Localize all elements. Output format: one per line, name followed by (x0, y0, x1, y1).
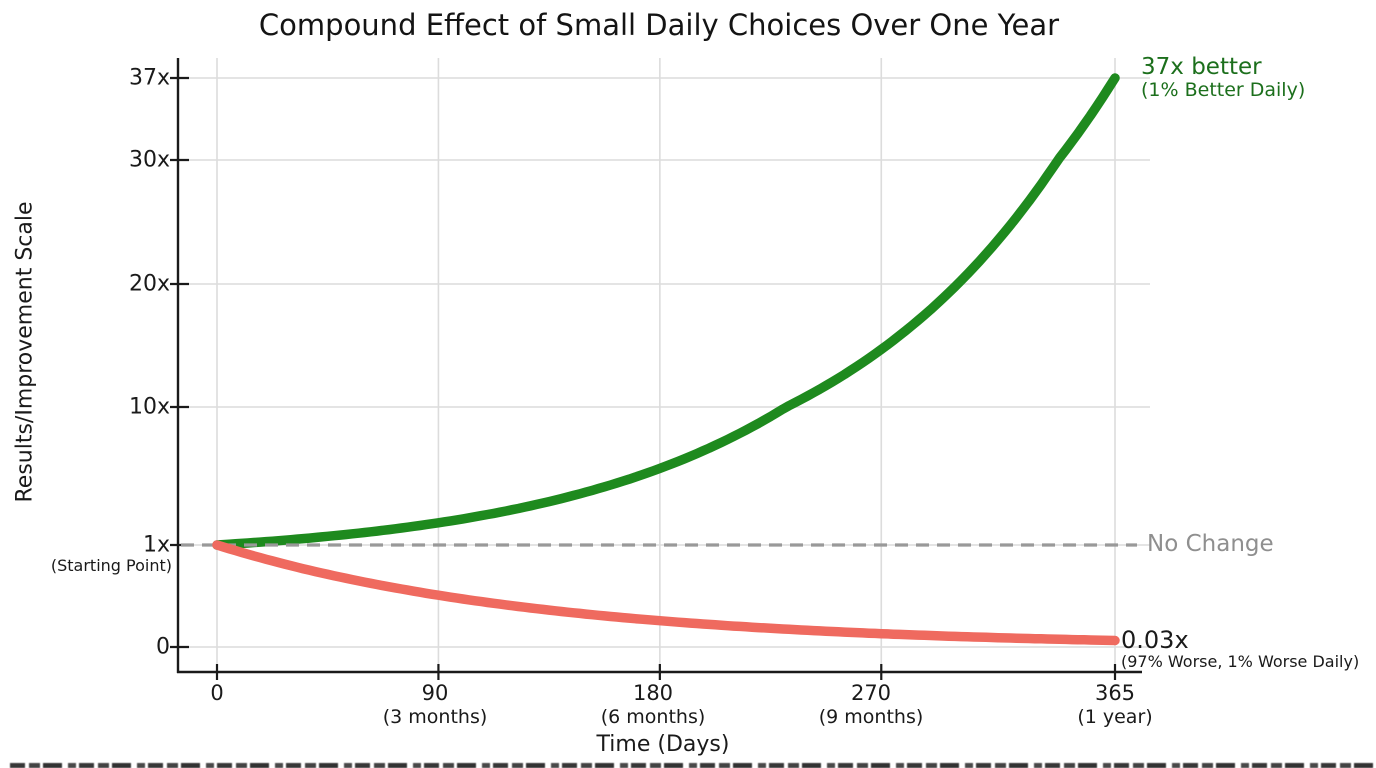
y-tick-label-1x: 1x (142, 532, 170, 558)
no-change-label: No Change (1147, 531, 1274, 557)
y-tick-label-30x: 30x (128, 147, 170, 173)
decline-curve (212, 540, 1120, 646)
x-tick-label-270: 270 (850, 681, 892, 705)
cropped-text-artifact (10, 763, 1376, 768)
worse-annotation: 0.03x (97% Worse, 1% Worse Daily) (1121, 627, 1359, 671)
growth-curve (212, 73, 1120, 550)
x-tick-sublabel-1-year: (1 year) (1077, 706, 1153, 728)
worse-annotation-detail: (97% Worse, 1% Worse Daily) (1121, 652, 1360, 672)
chart-title: Compound Effect of Small Daily Choices O… (258, 8, 1060, 42)
y-tick-label-37x: 37x (128, 65, 170, 91)
better-annotation-value: 37x better (1141, 54, 1262, 80)
x-tick-label-0: 0 (210, 681, 224, 705)
y-axis-label: Results/Improvement Scale (12, 201, 38, 503)
x-tick-sublabel-6-months: (6 months) (600, 706, 706, 728)
x-tick-sublabel-3-months: (3 months) (382, 706, 488, 728)
better-annotation: 37x better (1% Better Daily) (1141, 54, 1305, 102)
y-tick-label-10x: 10x (128, 394, 170, 420)
worse-annotation-value: 0.03x (1121, 626, 1189, 654)
x-tick-label-90: 90 (421, 681, 449, 705)
y-tick-sublabel-starting-point: (Starting Point) (50, 556, 172, 575)
y-tick-label-0: 0 (156, 634, 170, 660)
x-tick-label-365: 365 (1094, 681, 1136, 705)
y-tick-label-20x: 20x (128, 271, 170, 297)
x-tick-sublabel-9-months: (9 months) (818, 706, 924, 728)
x-tick-label-180: 180 (632, 681, 674, 705)
x-axis-label: Time (Days) (596, 732, 730, 757)
better-annotation-detail: (1% Better Daily) (1141, 79, 1306, 102)
